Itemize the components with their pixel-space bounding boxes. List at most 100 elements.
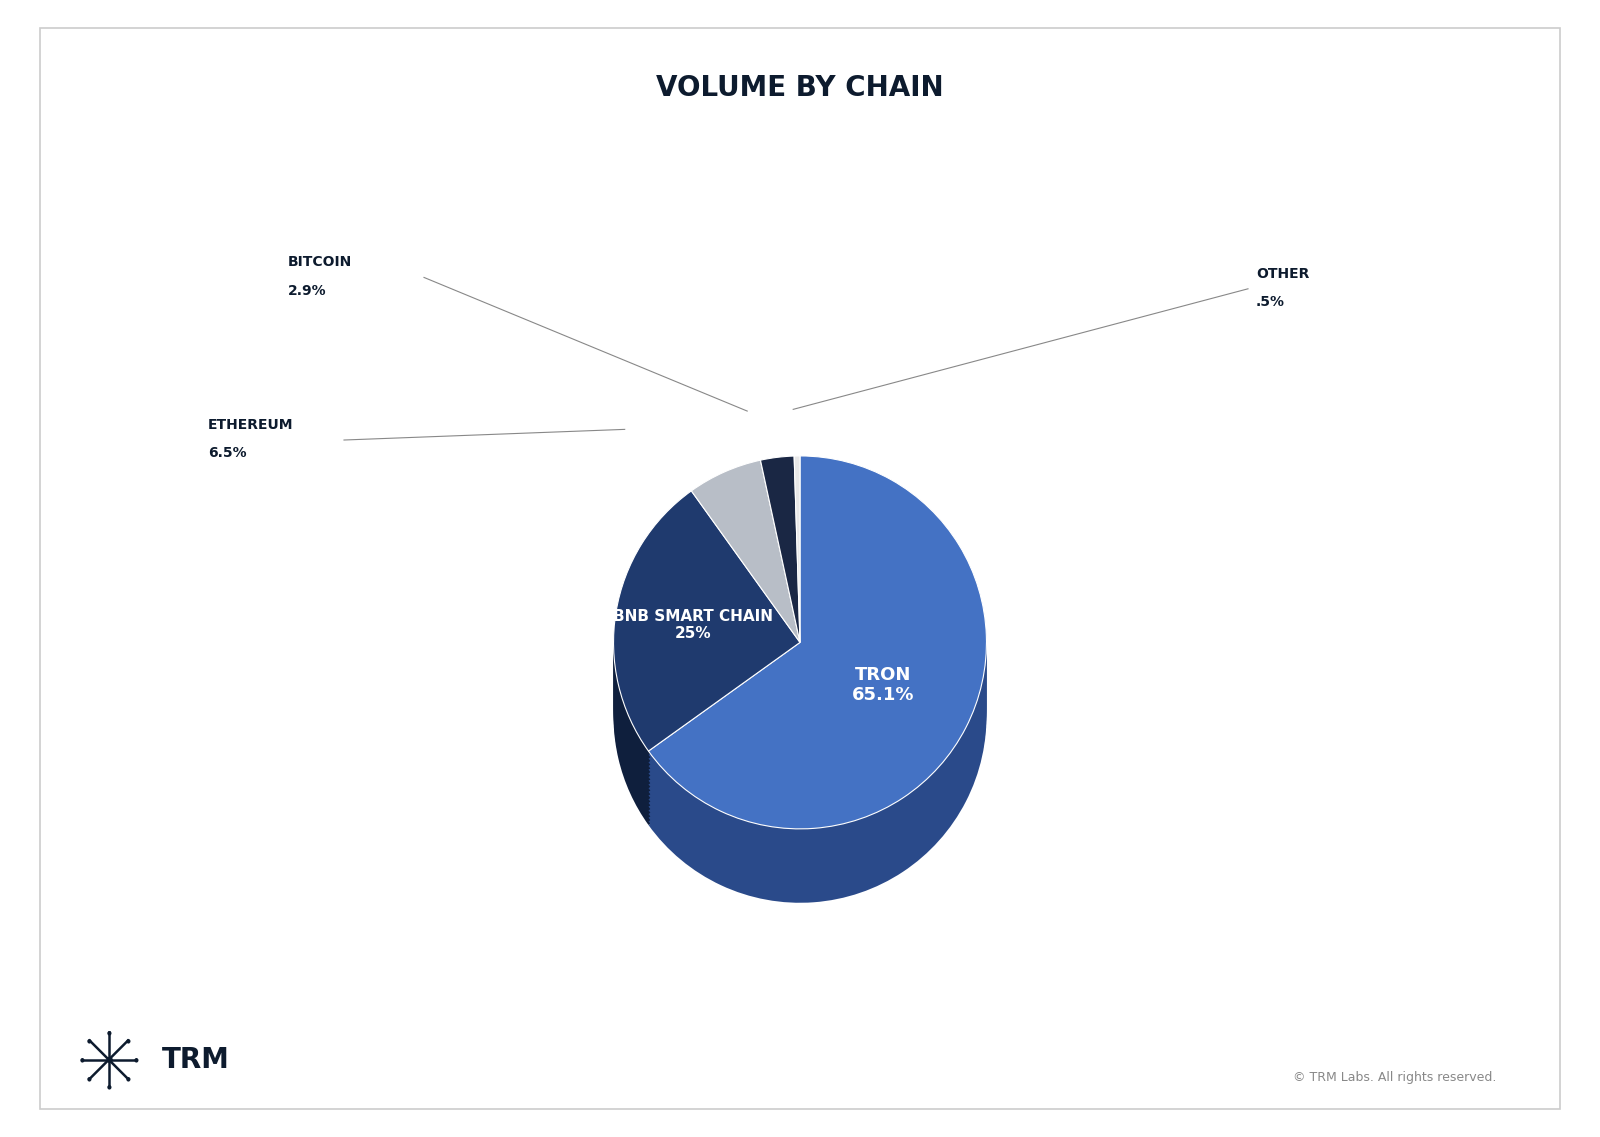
Wedge shape [794, 485, 800, 672]
Wedge shape [648, 526, 987, 899]
Wedge shape [760, 504, 800, 690]
Wedge shape [760, 523, 800, 709]
Wedge shape [691, 464, 800, 646]
Wedge shape [794, 500, 800, 687]
Text: OTHER: OTHER [1256, 267, 1309, 281]
Wedge shape [691, 512, 800, 694]
Wedge shape [760, 467, 800, 654]
Wedge shape [794, 512, 800, 698]
Wedge shape [760, 518, 800, 705]
Wedge shape [648, 459, 987, 832]
Wedge shape [691, 479, 800, 661]
Wedge shape [760, 489, 800, 675]
Text: ●: ● [86, 1077, 91, 1081]
Wedge shape [794, 518, 800, 705]
Wedge shape [760, 526, 800, 713]
Wedge shape [613, 536, 800, 796]
Wedge shape [691, 490, 800, 672]
Wedge shape [613, 491, 800, 752]
Wedge shape [648, 500, 987, 873]
Wedge shape [648, 504, 987, 877]
Text: © TRM Labs. All rights reserved.: © TRM Labs. All rights reserved. [1293, 1071, 1496, 1085]
Wedge shape [691, 493, 800, 675]
Wedge shape [613, 554, 800, 814]
Wedge shape [691, 482, 800, 664]
Wedge shape [794, 507, 800, 694]
Wedge shape [794, 456, 800, 642]
Text: ●: ● [126, 1038, 131, 1043]
Wedge shape [613, 524, 800, 785]
Wedge shape [794, 493, 800, 679]
Wedge shape [648, 474, 987, 847]
Wedge shape [760, 459, 800, 646]
Text: ●: ● [134, 1057, 138, 1062]
Wedge shape [794, 467, 800, 654]
Wedge shape [760, 485, 800, 672]
Wedge shape [648, 478, 987, 850]
Wedge shape [691, 526, 800, 709]
Text: .5%: .5% [1256, 296, 1285, 309]
Wedge shape [613, 521, 800, 781]
Wedge shape [794, 459, 800, 646]
Wedge shape [648, 497, 987, 870]
Text: VOLUME BY CHAIN: VOLUME BY CHAIN [656, 74, 944, 102]
Text: ●: ● [126, 1077, 131, 1081]
Wedge shape [613, 539, 800, 799]
Text: ●: ● [80, 1057, 83, 1062]
Text: ETHEREUM: ETHEREUM [208, 418, 293, 432]
Wedge shape [691, 505, 800, 687]
Text: TRON
65.1%: TRON 65.1% [851, 665, 914, 705]
Wedge shape [648, 485, 987, 858]
Wedge shape [613, 506, 800, 766]
Wedge shape [691, 534, 800, 716]
Wedge shape [760, 471, 800, 657]
Wedge shape [613, 565, 800, 825]
Wedge shape [691, 497, 800, 679]
Wedge shape [760, 512, 800, 698]
Wedge shape [648, 493, 987, 865]
Text: ●: ● [107, 1030, 110, 1035]
Text: ●: ● [86, 1038, 91, 1043]
Wedge shape [613, 531, 800, 791]
Wedge shape [760, 530, 800, 716]
Wedge shape [648, 467, 987, 840]
Wedge shape [691, 471, 800, 654]
Wedge shape [613, 498, 800, 758]
Text: ●: ● [107, 1085, 110, 1089]
Wedge shape [648, 471, 987, 844]
Wedge shape [794, 489, 800, 675]
Wedge shape [760, 493, 800, 679]
Wedge shape [760, 456, 800, 642]
Wedge shape [613, 528, 800, 788]
Wedge shape [794, 526, 800, 713]
Wedge shape [794, 464, 800, 650]
Wedge shape [760, 464, 800, 650]
Wedge shape [613, 513, 800, 773]
Wedge shape [613, 501, 800, 762]
Wedge shape [613, 542, 800, 803]
Wedge shape [613, 557, 800, 818]
Text: 2.9%: 2.9% [288, 284, 326, 298]
Wedge shape [613, 509, 800, 770]
Wedge shape [691, 530, 800, 713]
Wedge shape [691, 475, 800, 657]
Wedge shape [794, 478, 800, 664]
Wedge shape [794, 482, 800, 669]
Wedge shape [760, 479, 800, 664]
Wedge shape [794, 497, 800, 683]
Wedge shape [613, 550, 800, 811]
Wedge shape [760, 515, 800, 702]
Wedge shape [648, 464, 987, 836]
Wedge shape [613, 516, 800, 777]
Wedge shape [648, 507, 987, 880]
Wedge shape [691, 523, 800, 705]
Text: BITCOIN: BITCOIN [288, 256, 352, 269]
Wedge shape [613, 561, 800, 821]
Wedge shape [648, 518, 987, 891]
Wedge shape [760, 497, 800, 683]
Wedge shape [691, 500, 800, 683]
Wedge shape [648, 512, 987, 885]
Wedge shape [691, 520, 800, 702]
Wedge shape [794, 471, 800, 657]
Wedge shape [648, 530, 987, 903]
